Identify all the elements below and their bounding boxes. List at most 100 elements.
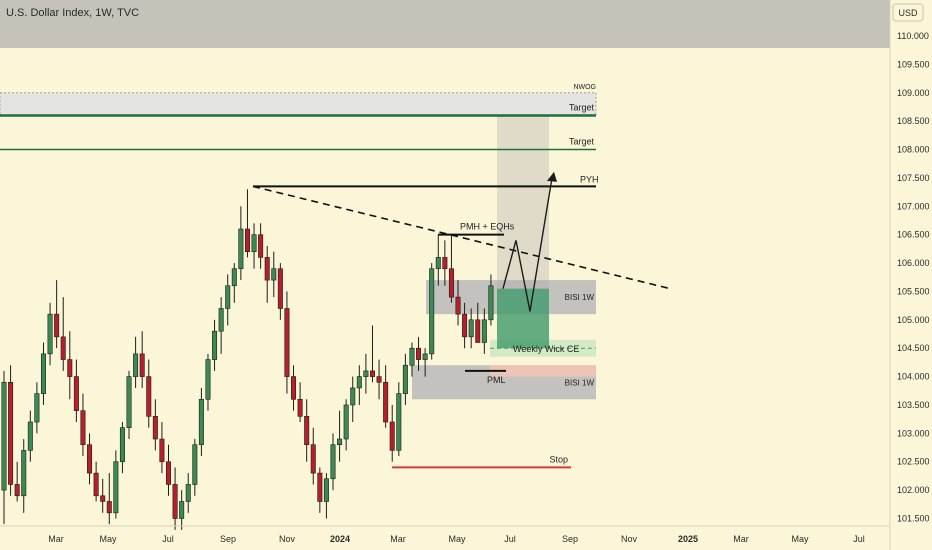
candle-body xyxy=(133,353,139,377)
candle-body xyxy=(376,376,382,383)
candle-body xyxy=(146,376,152,417)
x-tick-label: Sep xyxy=(562,534,578,544)
candle-body xyxy=(297,398,303,417)
candle-body xyxy=(409,347,415,366)
candle-body xyxy=(291,376,297,400)
candle-body xyxy=(231,268,237,287)
x-tick-label: Jul xyxy=(504,534,516,544)
y-tick-label: 110.000 xyxy=(897,31,929,41)
candle-body xyxy=(192,444,198,485)
candle-body xyxy=(113,461,119,514)
candle-body xyxy=(225,285,231,309)
candle-body xyxy=(402,364,408,394)
candle-body xyxy=(264,257,270,281)
candle-body xyxy=(119,427,125,463)
candle-body xyxy=(159,438,165,463)
candle-body xyxy=(389,421,395,451)
target-label-upper: Target xyxy=(569,102,595,112)
candle-body xyxy=(271,268,277,281)
candle-body xyxy=(14,484,20,497)
candle-body xyxy=(93,472,99,497)
candle-body xyxy=(310,444,316,474)
projection-range-box xyxy=(497,115,549,289)
candle-body xyxy=(277,268,283,309)
y-axis-ticks: 110.000 109.500 109.000 108.500 108.000 107.5… xyxy=(897,31,930,524)
y-tick-label: 102.500 xyxy=(897,457,930,467)
candle-body xyxy=(34,393,40,423)
nwog-label: NWOG xyxy=(573,84,596,91)
y-tick-label: 108.500 xyxy=(897,116,930,126)
candle-body xyxy=(343,404,349,440)
candle-body xyxy=(179,501,185,519)
candle-body xyxy=(80,410,86,446)
candle-body xyxy=(27,421,33,451)
candle-body xyxy=(317,472,323,502)
chart-title: U.S. Dollar Index, 1W, TVC xyxy=(6,7,139,19)
candle-body xyxy=(488,285,494,321)
x-tick-label: Mar xyxy=(733,534,749,544)
price-axis-panel[interactable] xyxy=(890,0,932,550)
x-tick-label: Nov xyxy=(621,534,638,544)
candle-body xyxy=(212,330,218,360)
pyh-label: PYH xyxy=(580,174,599,184)
candle-body xyxy=(330,444,336,480)
candle-body xyxy=(100,495,106,502)
nwog-zone xyxy=(0,92,597,116)
candle-body xyxy=(40,353,46,394)
y-tick-label: 106.000 xyxy=(897,258,930,268)
candle-body xyxy=(205,359,211,400)
weekly-wick-ce-label: Weekly Wick CE xyxy=(513,344,579,354)
y-tick-label: 103.000 xyxy=(897,428,930,438)
candle-body xyxy=(172,484,178,519)
candle-body xyxy=(87,444,93,474)
long-position-box xyxy=(497,288,549,349)
levels-layer xyxy=(0,114,671,469)
candle-body xyxy=(54,313,60,338)
candle-body xyxy=(429,268,435,355)
x-tick-label: May xyxy=(448,534,466,544)
candle-body xyxy=(218,308,224,332)
x-tick-label: May xyxy=(791,534,809,544)
x-tick-label: Jul xyxy=(853,534,865,544)
x-tick-label: Jul xyxy=(162,534,174,544)
y-tick-label: 106.500 xyxy=(897,230,930,240)
candle-body xyxy=(337,438,343,446)
x-tick-label: 2024 xyxy=(330,534,350,544)
candle-body xyxy=(73,376,79,411)
candle-body xyxy=(67,359,73,377)
y-tick-label: 105.500 xyxy=(897,286,930,296)
candle-body xyxy=(21,450,27,497)
bisi-label-lower: BISI 1W xyxy=(565,378,595,387)
candle-body xyxy=(244,228,250,253)
y-tick-label: 107.500 xyxy=(897,173,930,183)
candle-body xyxy=(350,387,356,406)
candle-body xyxy=(323,478,329,502)
candle-body xyxy=(198,398,204,446)
currency-box[interactable] xyxy=(892,3,924,22)
candle-body xyxy=(435,257,441,270)
currency-label: USD xyxy=(898,8,918,18)
y-tick-label: 104.000 xyxy=(897,372,930,382)
top-gray-band xyxy=(0,0,890,48)
stop-risk-zone xyxy=(490,365,596,377)
candle-body xyxy=(442,257,448,270)
target-label-lower: Target xyxy=(569,137,595,147)
x-tick-label: Mar xyxy=(390,534,406,544)
projection-arrowhead xyxy=(547,171,557,182)
candle-body xyxy=(455,296,461,315)
bisi-label-upper: BISI 1W xyxy=(565,293,595,302)
candle-body xyxy=(152,416,158,440)
candle-body xyxy=(422,353,428,360)
candle-body xyxy=(185,484,191,502)
x-tick-label: Sep xyxy=(220,534,236,544)
x-tick-label: Nov xyxy=(279,534,296,544)
candle-body xyxy=(363,370,369,377)
y-tick-label: 101.500 xyxy=(897,514,930,524)
y-tick-label: 109.500 xyxy=(897,59,930,69)
candle-body xyxy=(383,381,389,423)
y-tick-label: 109.000 xyxy=(897,88,930,98)
candle-body xyxy=(396,393,402,451)
candle-body xyxy=(258,234,264,258)
annotations-layer: NWOG Target Target PYH PMH + EQHs BISI 1W Week… xyxy=(460,84,599,465)
